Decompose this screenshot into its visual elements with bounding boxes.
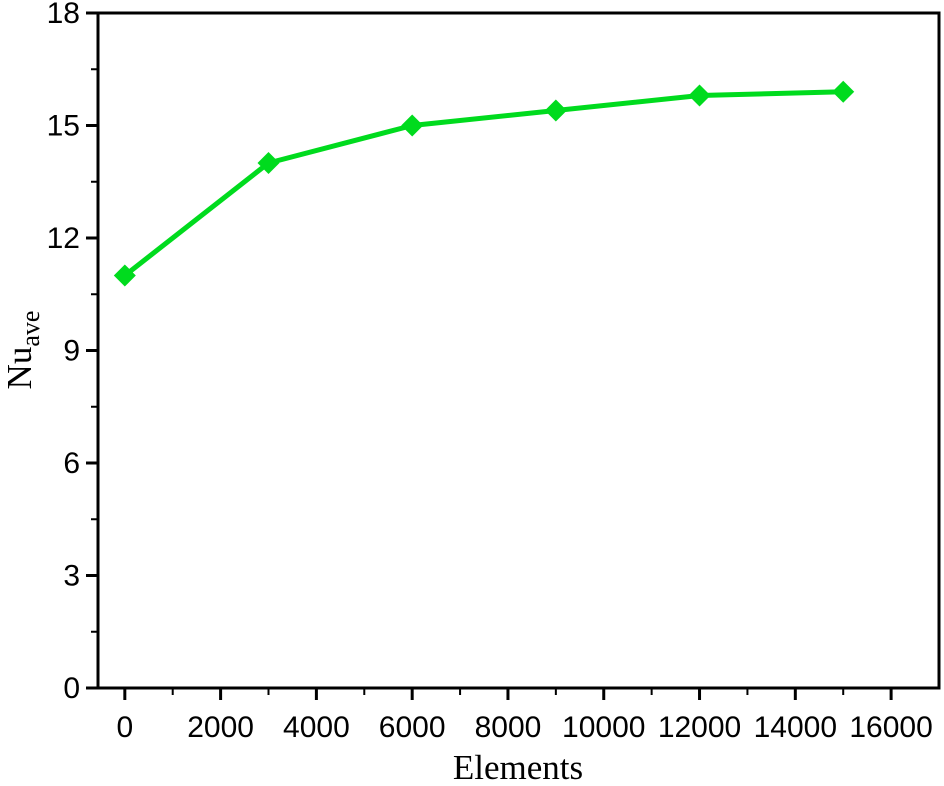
y-tick-label: 15 xyxy=(47,110,80,143)
y-tick-label: 12 xyxy=(47,222,80,255)
y-axis-title-subscript: ave xyxy=(16,311,45,347)
data-point-marker xyxy=(401,114,424,137)
plot-frame xyxy=(96,11,941,690)
y-tick-label: 18 xyxy=(47,0,80,30)
x-tick-label: 2000 xyxy=(187,711,254,744)
y-axis-title: Nuave xyxy=(0,311,45,390)
data-point-marker xyxy=(544,99,567,122)
data-point-marker xyxy=(113,264,136,287)
x-tick-label: 6000 xyxy=(379,711,446,744)
x-tick-label: 8000 xyxy=(475,711,542,744)
x-tick-label: 16000 xyxy=(849,711,932,744)
data-line xyxy=(122,89,846,278)
x-tick-label: 10000 xyxy=(562,711,645,744)
data-series xyxy=(113,80,855,287)
y-tick-label: 9 xyxy=(63,335,80,368)
y-tick-label: 6 xyxy=(63,447,80,480)
y-axis-title-main: Nu xyxy=(0,347,39,390)
x-tick-label: 0 xyxy=(116,711,133,744)
x-tick-label: 4000 xyxy=(283,711,350,744)
x-axis-title: Elements xyxy=(453,748,583,786)
x-tick-label: 14000 xyxy=(754,711,837,744)
y-tick-label: 0 xyxy=(63,672,80,705)
data-point-marker xyxy=(832,80,855,103)
y-tick-label: 3 xyxy=(63,560,80,593)
data-point-marker xyxy=(257,152,280,174)
data-point-marker xyxy=(688,84,711,107)
x-tick-label: 12000 xyxy=(658,711,741,744)
axis-tick-labels: 0 2000 4000 6000 8000 10000 12000 14000 16000 0 3 6… xyxy=(47,0,933,744)
